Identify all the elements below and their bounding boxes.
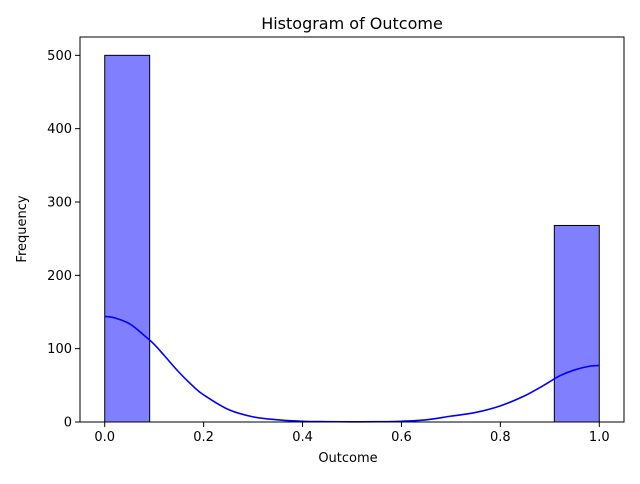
y-axis-label: Frequency [15,195,30,262]
x-tick-label: 1.0 [589,430,610,445]
kde-layer [104,315,600,423]
y-tick-label: 400 [47,122,72,137]
kde-line [104,315,600,423]
x-tick-label: 0.4 [292,430,313,445]
histogram-bar [553,224,600,423]
chart-title: Histogram of Outcome [261,14,443,33]
y-tick-label: 300 [47,196,72,211]
x-axis-label: Outcome [318,451,377,466]
y-tick-label: 200 [47,269,72,284]
plot-frame [79,36,625,423]
x-tick-label: 0.2 [193,430,214,445]
y-tick-label: 100 [47,342,72,357]
histogram-bar [104,54,151,423]
x-tick-label: 0.8 [490,430,511,445]
y-tick-label: 0 [64,416,72,431]
x-tick-label: 0.6 [391,430,412,445]
bars-layer [104,54,600,423]
x-tick-label: 0.0 [94,430,115,445]
y-tick-label: 500 [47,49,72,64]
y-ticks: 0 100 200 300 400 500 [47,49,80,431]
x-ticks: 0.0 0.2 0.4 0.6 0.8 1.0 [94,422,610,445]
